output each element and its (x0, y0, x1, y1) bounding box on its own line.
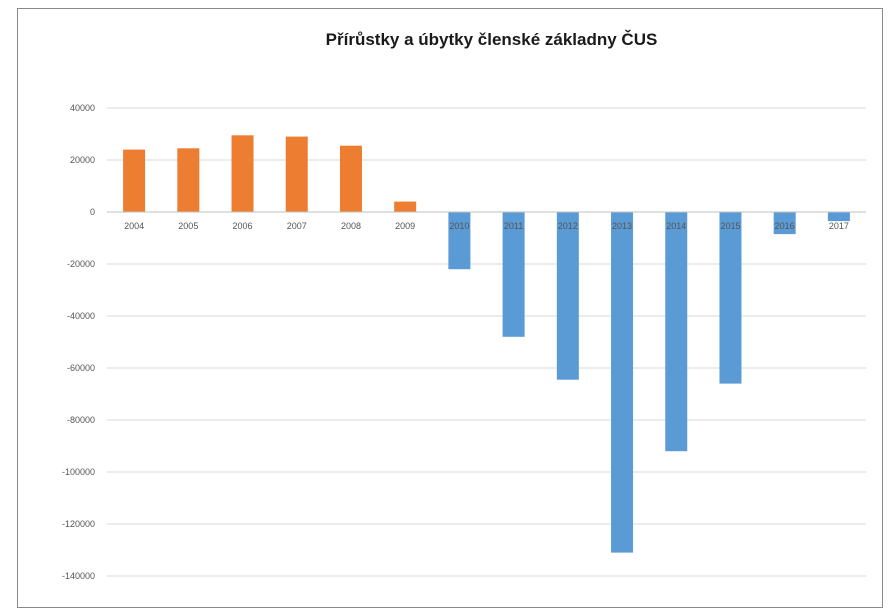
x-category-label: 2006 (233, 221, 253, 231)
x-category-label: 2015 (720, 221, 740, 231)
y-tick-label: -20000 (67, 259, 95, 269)
bar-2005 (177, 148, 200, 212)
bar-2014 (665, 212, 688, 452)
bar-2017 (827, 212, 850, 222)
chart-title: Přírůstky a úbytky členské základny ČUS (325, 30, 658, 49)
y-tick-label: -140000 (62, 571, 95, 581)
x-category-label: 2017 (829, 221, 849, 231)
y-tick-label: 40000 (70, 103, 95, 113)
x-category-label: 2013 (612, 221, 632, 231)
bar-2010 (448, 212, 471, 270)
x-category-label: 2010 (449, 221, 469, 231)
x-category-label: 2009 (395, 221, 415, 231)
x-category-label: 2004 (124, 221, 144, 231)
bar-2007 (285, 136, 308, 212)
bar-2013 (611, 212, 634, 553)
gridlines (107, 107, 866, 577)
x-category-label: 2012 (558, 221, 578, 231)
x-category-label: 2005 (178, 221, 198, 231)
bar-2004 (123, 149, 146, 212)
bar-2015 (719, 212, 742, 384)
y-tick-label: 20000 (70, 155, 95, 165)
x-category-label: 2014 (666, 221, 686, 231)
x-axis-labels: 2004 2005 2006 2007 2008 2009 2010 2011 2012 2013… (124, 221, 849, 231)
y-tick-label: -120000 (62, 519, 95, 529)
y-tick-label: -60000 (67, 363, 95, 373)
x-category-label: 2011 (504, 221, 523, 231)
bar-2009 (394, 201, 417, 212)
x-category-label: 2007 (287, 221, 307, 231)
x-category-label: 2008 (341, 221, 361, 231)
bar-2011 (502, 212, 525, 337)
bar-2006 (231, 135, 254, 212)
bar-2016 (773, 212, 796, 235)
x-category-label: 2016 (775, 221, 795, 231)
y-tick-label: -100000 (62, 467, 95, 477)
bars (123, 135, 850, 553)
y-tick-label: 0 (90, 207, 95, 217)
bar-2008 (339, 145, 362, 212)
y-tick-label: -80000 (67, 415, 95, 425)
y-tick-label: -40000 (67, 311, 95, 321)
y-axis-ticks: 40000 20000 0 -20000 -40000 -60000 -80000 -1000… (62, 103, 95, 581)
bar-2012 (556, 212, 579, 380)
